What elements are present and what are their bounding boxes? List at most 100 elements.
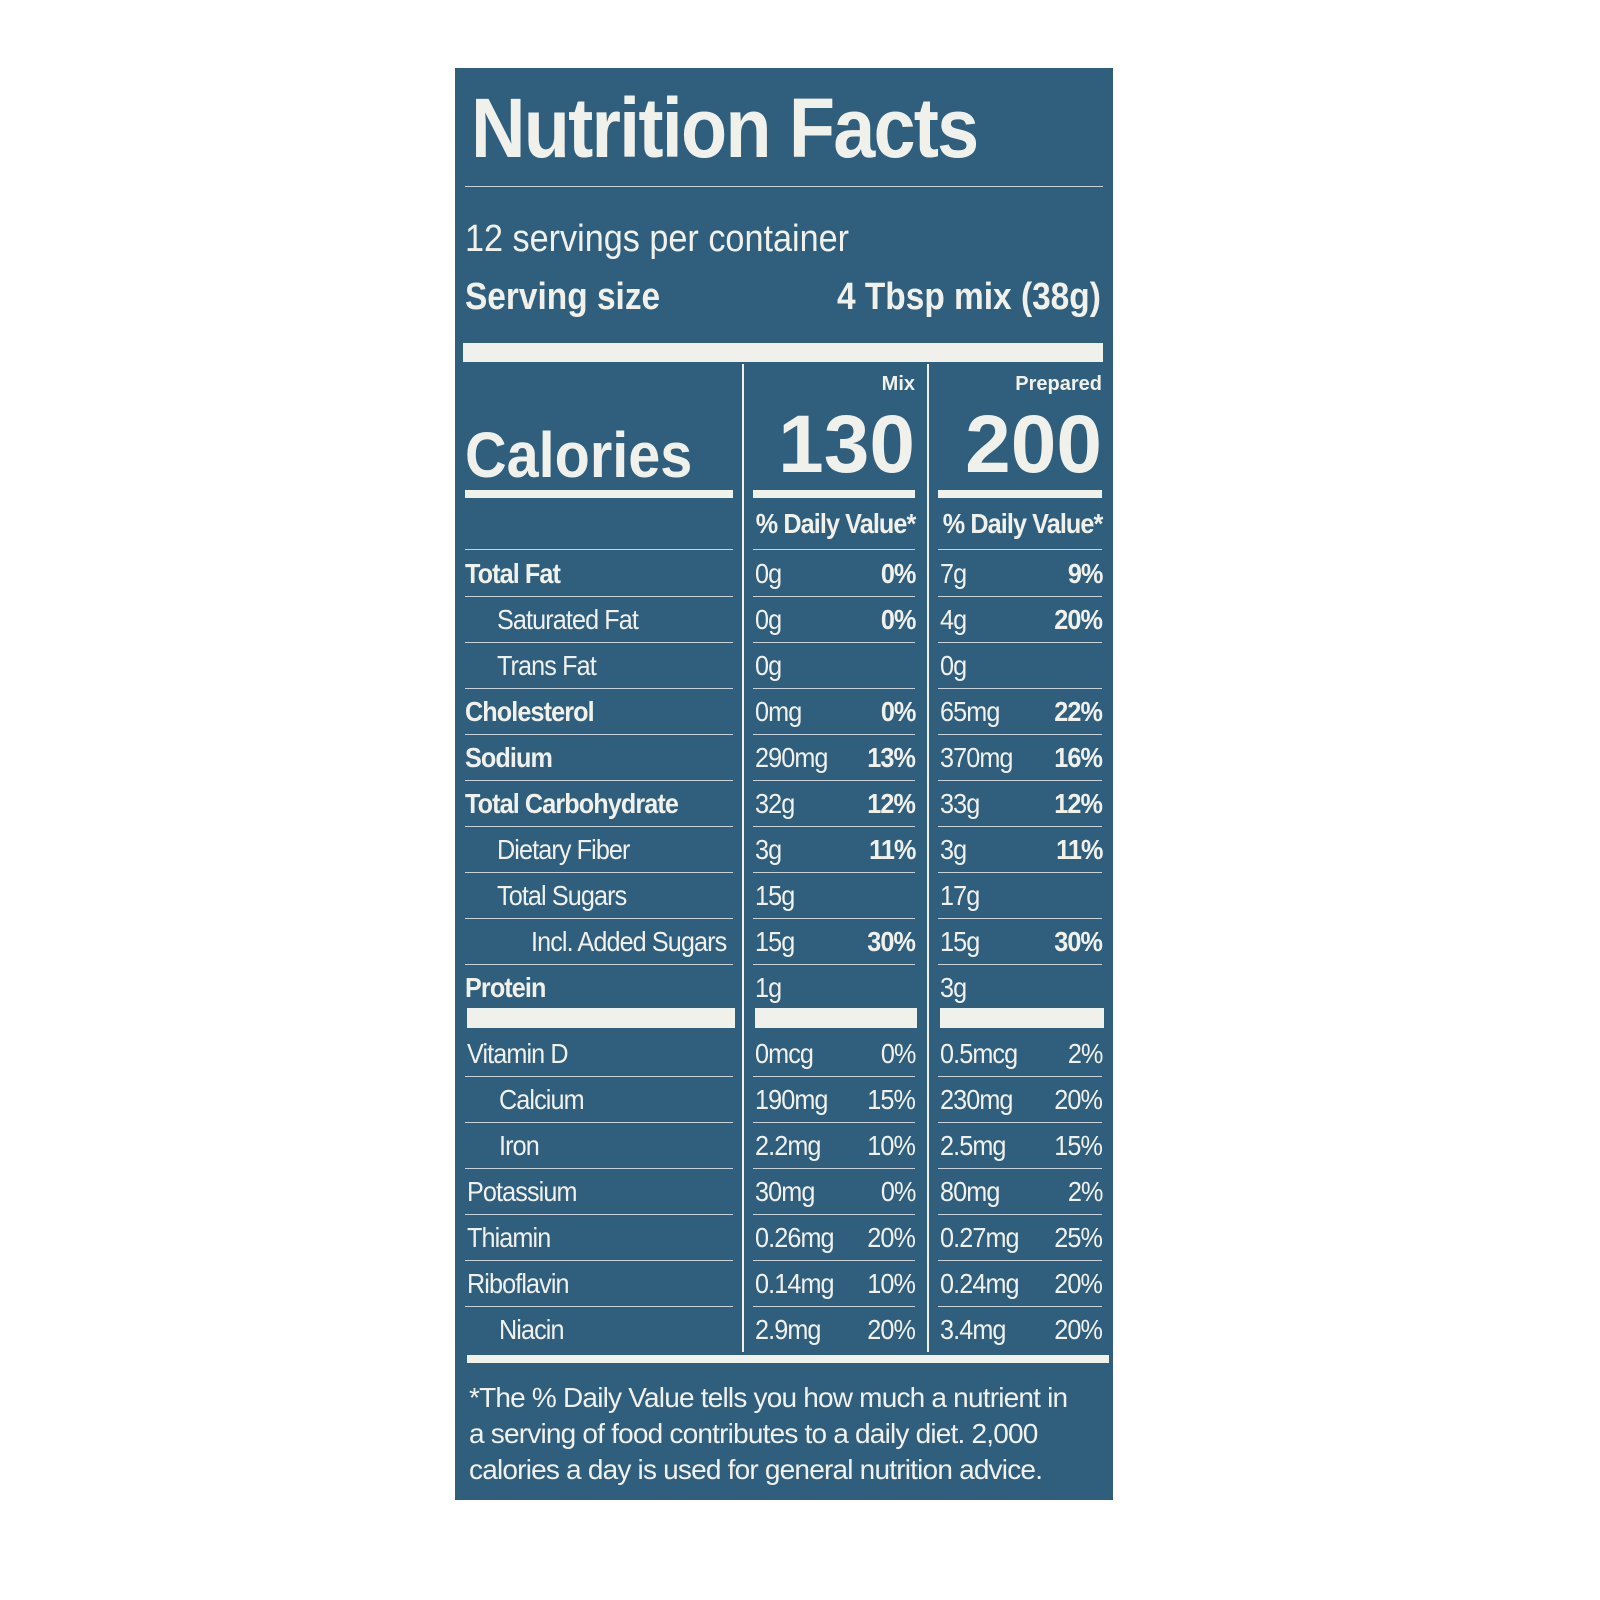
calories-value: 130 — [778, 399, 915, 490]
daily-value: 16% — [1054, 742, 1103, 773]
rule — [938, 734, 1102, 735]
daily-value: 11% — [1055, 834, 1103, 865]
rule — [465, 780, 733, 781]
daily-value: 2% — [1067, 1176, 1103, 1207]
nutrient-name: Total Sugars — [497, 880, 627, 911]
title: Nutrition Facts — [471, 81, 979, 175]
nutrient-name: Total Carbohydrate — [465, 788, 679, 819]
amount: 0.24mg — [940, 1268, 1020, 1299]
rule — [753, 688, 915, 689]
rule — [753, 1168, 915, 1169]
nutrient-name: Niacin — [499, 1314, 565, 1345]
rule — [465, 1260, 733, 1261]
amount: 0.14mg — [755, 1268, 835, 1299]
rule — [465, 1214, 733, 1215]
rule — [938, 1260, 1102, 1261]
nutrient-name: Potassium — [467, 1176, 577, 1207]
rule — [938, 549, 1102, 550]
rule — [938, 1076, 1102, 1077]
amount: 7g — [940, 558, 967, 589]
daily-value: 22% — [1054, 696, 1103, 727]
nutrient-name: Dietary Fiber — [497, 834, 630, 865]
column-name: Prepared — [1015, 373, 1102, 395]
servings: 12 servings per container — [465, 218, 850, 260]
daily-value: 12% — [1054, 788, 1103, 819]
rule — [753, 826, 915, 827]
nutrient-name: Iron — [499, 1130, 540, 1161]
nutrient-name: Cholesterol — [465, 696, 595, 727]
dv-header: % Daily Value* — [755, 508, 916, 539]
rule — [938, 642, 1102, 643]
rule — [465, 642, 733, 643]
thick-rule — [463, 343, 1103, 362]
amount: 30mg — [755, 1176, 815, 1207]
rule — [938, 490, 1102, 498]
amount: 0.26mg — [755, 1222, 835, 1253]
amount: 0.27mg — [940, 1222, 1020, 1253]
daily-value: 30% — [867, 926, 916, 957]
rule — [753, 1306, 915, 1307]
amount: 15g — [755, 926, 795, 957]
daily-value: 0% — [880, 696, 916, 727]
rule — [938, 780, 1102, 781]
rule — [938, 1168, 1102, 1169]
daily-value: 30% — [1054, 926, 1103, 957]
footnote: *The % Daily Value tells you how much a … — [469, 1382, 1068, 1485]
daily-value: 2% — [1067, 1038, 1103, 1069]
daily-value: 20% — [867, 1222, 916, 1253]
nutrient-name: Vitamin D — [467, 1038, 569, 1069]
dv-header: % Daily Value* — [942, 508, 1103, 539]
amount: 17g — [940, 880, 980, 911]
rule — [938, 688, 1102, 689]
daily-value: 20% — [1054, 604, 1103, 635]
rule — [938, 964, 1102, 965]
thick-rule — [467, 1355, 1109, 1363]
rule — [465, 918, 733, 919]
rule — [753, 780, 915, 781]
rule — [753, 1122, 915, 1123]
thick-rule — [467, 1008, 735, 1028]
rule — [753, 490, 915, 498]
divider — [927, 364, 929, 1352]
daily-value: 13% — [867, 742, 916, 773]
serving-size-label: Serving size — [465, 276, 661, 318]
daily-value: 9% — [1067, 558, 1103, 589]
daily-value: 25% — [1054, 1222, 1103, 1253]
rule — [938, 1214, 1102, 1215]
nutrient-name: Saturated Fat — [497, 604, 639, 635]
rule — [753, 1076, 915, 1077]
amount: 1g — [755, 972, 782, 1003]
amount: 33g — [940, 788, 980, 819]
rule — [753, 964, 915, 965]
serving-size-value: 4 Tbsp mix (38g) — [837, 276, 1101, 318]
daily-value: 20% — [1054, 1268, 1103, 1299]
amount: 0g — [755, 650, 782, 681]
daily-value: 12% — [867, 788, 916, 819]
amount: 65mg — [940, 696, 1000, 727]
amount: 4g — [940, 604, 967, 635]
rule — [753, 642, 915, 643]
rule — [938, 918, 1102, 919]
daily-value: 0% — [880, 1038, 916, 1069]
amount: 190mg — [755, 1084, 828, 1115]
amount: 370mg — [940, 742, 1013, 773]
divider — [742, 364, 744, 1352]
nutrient-name: Riboflavin — [467, 1268, 570, 1299]
rule — [465, 1168, 733, 1169]
rule — [465, 1076, 733, 1077]
nutrient-name: Sodium — [465, 742, 553, 773]
amount: 3g — [755, 834, 782, 865]
rule — [465, 1306, 733, 1307]
daily-value: 0% — [880, 1176, 916, 1207]
amount: 32g — [755, 788, 795, 819]
nutrient-name: Incl. Added Sugars — [531, 926, 727, 957]
nutrition-panel: Nutrition Facts 12 servings per containe… — [455, 68, 1113, 1500]
nutrient-name: Trans Fat — [497, 650, 597, 681]
nutrient-name: Total Fat — [465, 558, 561, 589]
rule — [465, 490, 733, 498]
nutrient-name: Calcium — [499, 1084, 585, 1115]
amount: 290mg — [755, 742, 828, 773]
amount: 2.2mg — [755, 1130, 821, 1161]
amount: 80mg — [940, 1176, 1000, 1207]
amount: 230mg — [940, 1084, 1013, 1115]
